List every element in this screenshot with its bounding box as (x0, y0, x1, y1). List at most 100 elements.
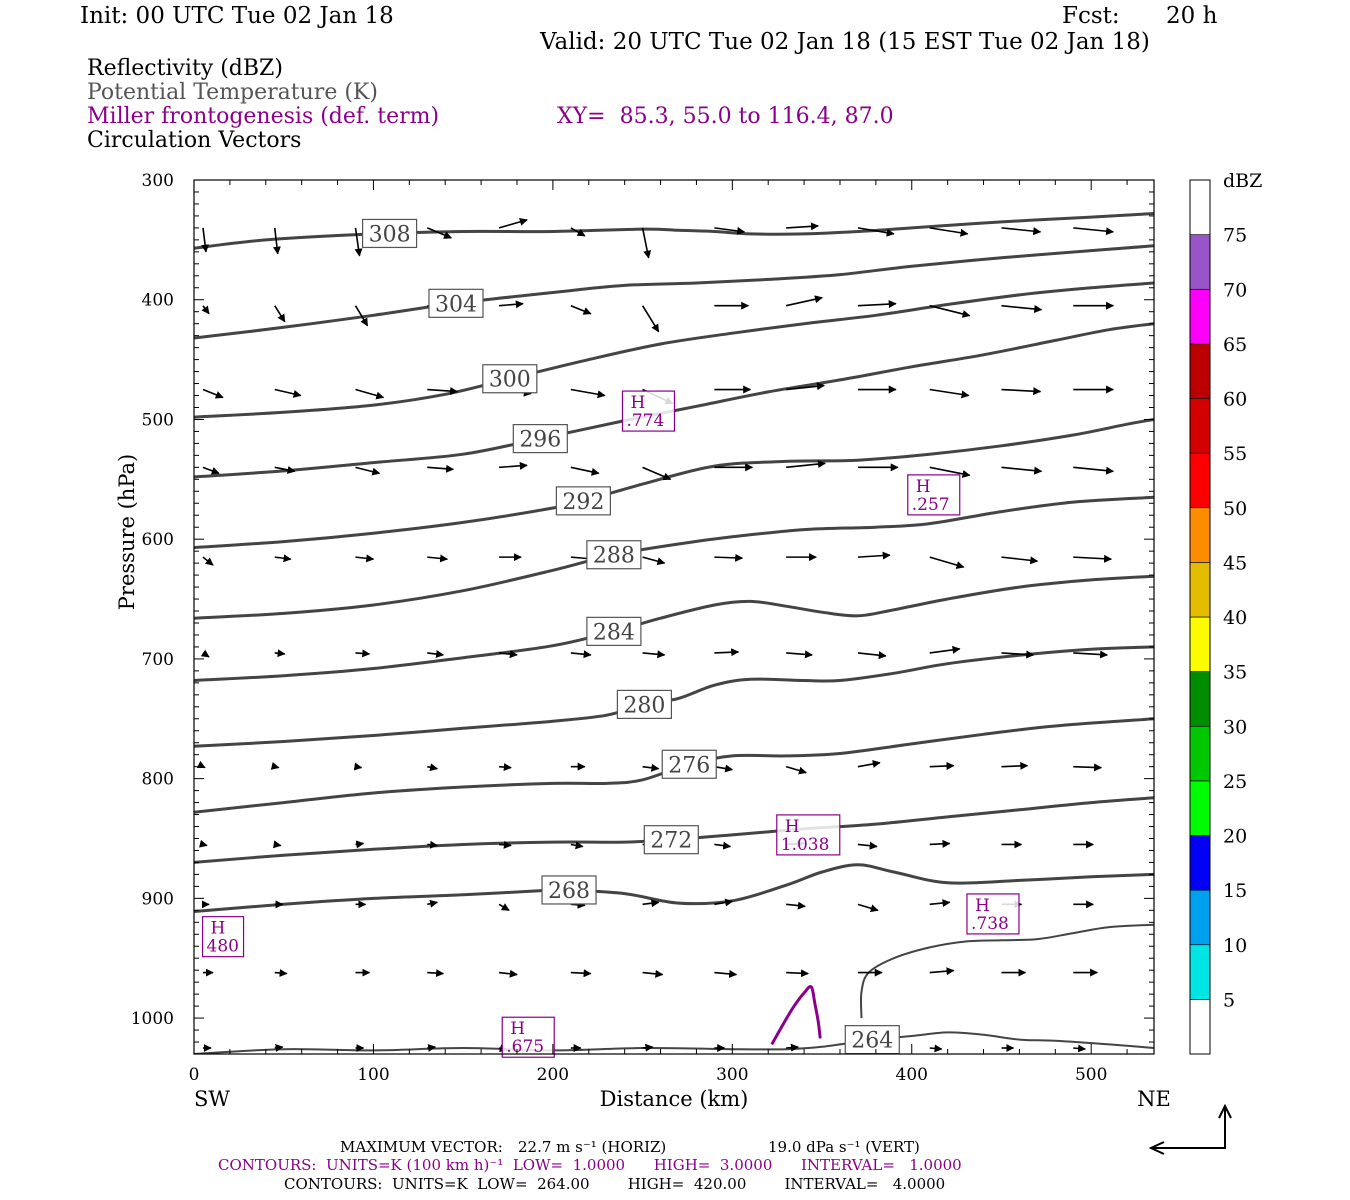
miller-high-value: .257 (912, 495, 950, 515)
theta-label-box (361, 218, 418, 249)
circulation-vector (202, 556, 214, 566)
circulation-vector (929, 839, 951, 848)
circulation-vector (857, 300, 897, 309)
circulation-vector (642, 466, 672, 481)
circulation-vector (929, 761, 955, 770)
circulation-vector (196, 760, 206, 769)
colorbar-swatch (1189, 944, 1211, 1000)
y-tick-label: 400 (142, 291, 174, 311)
field-potential-temperature: Potential Temperature (K) (87, 80, 378, 105)
circulation-vector (570, 841, 584, 850)
circulation-vector (1001, 650, 1035, 659)
miller-high-box (201, 916, 245, 958)
circulation-vector (786, 650, 813, 659)
circulation-vector (641, 305, 660, 333)
field-reflectivity: Reflectivity (dBZ) (87, 56, 283, 81)
circulation-vector (570, 304, 592, 315)
theta-label-box (844, 1025, 900, 1055)
y-tick-label: 500 (142, 410, 174, 430)
circulation-vector (272, 227, 281, 255)
miller-high-label: H (916, 477, 931, 497)
circulation-vector (786, 460, 826, 469)
colorbar-swatch (1189, 889, 1211, 946)
y-axis-title: Pressure (hPa) (115, 454, 139, 610)
circulation-vector (929, 899, 951, 908)
theta-contour-284 (194, 574, 1154, 682)
circulation-vector (498, 840, 512, 849)
orientation-arrow-icon (1148, 1103, 1232, 1155)
circulation-vector (355, 466, 381, 476)
miller-high-box (776, 814, 841, 856)
circulation-vector (714, 898, 734, 907)
end-label-sw: SW (194, 1087, 230, 1111)
circulation-vector (274, 466, 296, 474)
theta-label-box (541, 875, 597, 905)
theta-label-292: 292 (562, 490, 604, 515)
circulation-vector (929, 645, 961, 654)
circulation-vector (570, 969, 592, 978)
x-tick-label: 400 (896, 1065, 928, 1085)
circulation-vector (786, 1043, 799, 1052)
circulation-vector (498, 763, 512, 772)
circulation-vector (929, 967, 955, 976)
circulation-vector (1001, 387, 1042, 396)
miller-high-value: .738 (971, 914, 1009, 934)
forecast-hour: 20 h (1166, 3, 1218, 29)
field-circulation-vectors: Circulation Vectors (87, 128, 302, 153)
circulation-vector (1073, 466, 1115, 475)
circulation-vector (427, 763, 439, 772)
circulation-vector (642, 969, 664, 978)
max-vector-label: MAXIMUM VECTOR: (340, 1138, 503, 1156)
colorbar-swatch (1189, 725, 1211, 782)
circulation-vector (786, 969, 809, 978)
circulation-vector (200, 649, 210, 658)
circulation-vector (498, 300, 524, 309)
theta-label-box (586, 540, 642, 570)
colorbar-swatch (1189, 507, 1211, 563)
theta-label-296: 296 (519, 428, 561, 453)
circulation-vector (498, 218, 528, 229)
circulation-vector (1073, 650, 1109, 659)
circulation-vector (498, 969, 518, 978)
theta-contour-300 (194, 281, 1154, 419)
theta-contour-280 (194, 645, 1154, 748)
colorbar-swatch (1189, 234, 1211, 290)
max-vector-horiz: 22.7 m s⁻¹ (HORIZ) (518, 1138, 667, 1156)
y-tick-label: 700 (142, 650, 174, 670)
colorbar-swatch (1189, 999, 1211, 1055)
y-tick-label: 900 (142, 889, 174, 909)
circulation-vector (274, 554, 292, 563)
theta-contour-264 (194, 1031, 1154, 1054)
circulation-vector (786, 222, 819, 231)
theta-label-276: 276 (668, 753, 710, 778)
circulation-vector (426, 227, 453, 239)
colorbar-swatch (1189, 452, 1211, 509)
x-tick-label: 100 (357, 1065, 389, 1085)
valid-time: Valid: 20 UTC Tue 02 Jan 18 (15 EST Tue … (540, 29, 1150, 55)
miller-high-value: 480 (207, 937, 239, 957)
circulation-vector (714, 969, 738, 978)
y-tick-label: 300 (142, 171, 174, 191)
plot-frame (193, 179, 1155, 1055)
circulation-vector (1073, 1044, 1087, 1053)
circulation-vector (857, 551, 891, 560)
y-tick-label: 600 (142, 530, 174, 550)
theta-label-280: 280 (623, 693, 665, 718)
circulation-vector (714, 226, 746, 235)
miller-high-box (907, 474, 961, 516)
circulation-vector (1001, 761, 1029, 770)
circulation-vector (857, 651, 887, 660)
circulation-vector (201, 305, 210, 315)
miller-contours (770, 985, 822, 1046)
circulation-vector (355, 388, 385, 400)
miller-contour (770, 985, 822, 1046)
theta-label-box (512, 424, 568, 454)
y-tick-label: 1000 (131, 1009, 174, 1029)
colorbar-tick-label: 20 (1223, 826, 1247, 848)
theta-contour-296 (194, 322, 1154, 479)
circulation-vector (272, 840, 282, 849)
circulation-vector (570, 466, 600, 476)
circulation-vector (355, 649, 371, 658)
circulation-vector (427, 1043, 437, 1052)
circulation-vector (354, 227, 363, 257)
